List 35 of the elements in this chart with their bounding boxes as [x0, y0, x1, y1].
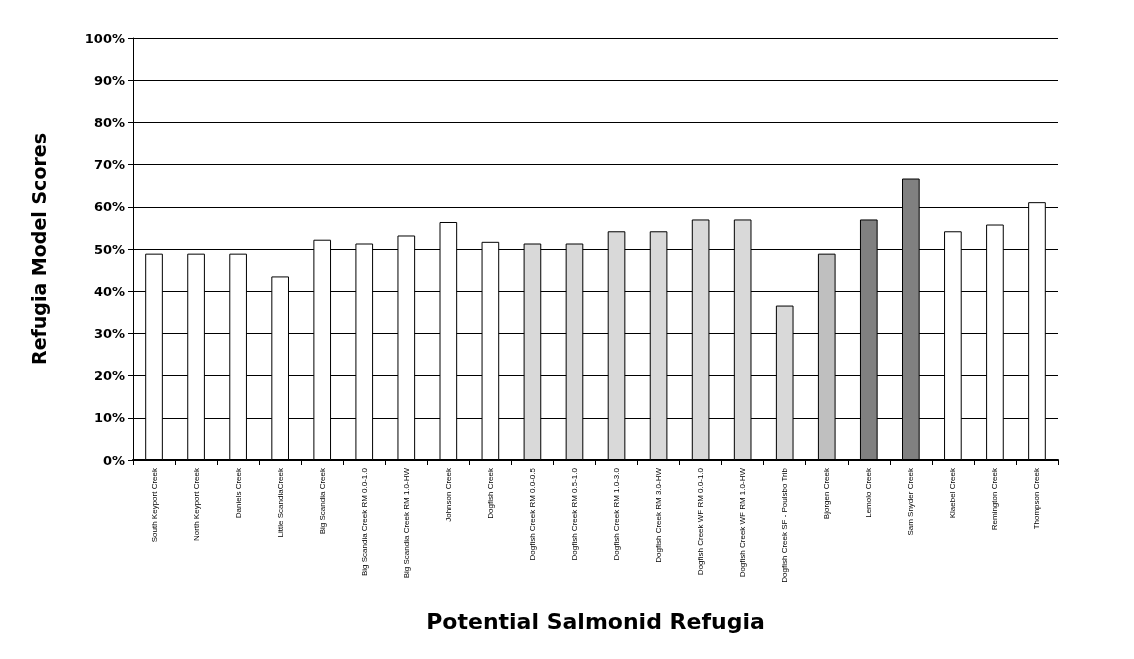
x-tick-label: Big Scandia Creek RM 1.0-HW	[401, 467, 411, 579]
x-tick-label: Big Scandia Creek RM 0.0-1.0	[359, 467, 369, 577]
x-tick-label: South Keyport Creek	[149, 467, 159, 543]
y-tick-label: 10%	[93, 410, 125, 426]
x-tick-label: Dogfish Creek WF RM 1.0-HW	[738, 467, 748, 578]
x-tick-label: Dogfish Creek WF RM 0.0-1.0	[696, 467, 706, 576]
y-tick-label: 60%	[93, 199, 125, 215]
x-tick-label: Lemolo Creek	[864, 467, 874, 518]
x-tick-label: Daniels Creek	[233, 467, 243, 519]
x-tick-label: Klaebel Creek	[948, 467, 958, 519]
y-tick-label: 40%	[93, 283, 125, 299]
x-tick-label: Bjorgen Creek	[822, 467, 832, 520]
x-tick-label: Sam Snyder Creek	[906, 467, 916, 536]
x-tick-label: Johnson Creek	[443, 467, 453, 522]
x-tick-label: North Keyport Creek	[191, 467, 201, 541]
y-tick-label: 20%	[93, 368, 125, 384]
y-tick-label: 80%	[93, 114, 125, 130]
y-axis-title: Refugia Model Scores	[27, 133, 50, 365]
x-tick-label: Little ScandiaCreek	[275, 467, 285, 538]
x-tick-label: Dogfish Creek	[485, 467, 495, 519]
y-tick-label: 100%	[84, 30, 125, 46]
x-tick-label: Dogfish Creek RM 1.0-3.0	[612, 467, 622, 561]
y-tick-label: 0%	[102, 452, 125, 468]
y-tick-label: 90%	[93, 72, 125, 88]
x-tick-label: Remington Creek	[990, 467, 1000, 531]
x-axis-title: Potential Salmonid Refugia	[426, 608, 765, 634]
y-tick-label: 30%	[93, 325, 125, 341]
x-tick-label: Dogfish Creek RM 0.0-0.5	[527, 467, 537, 561]
x-tick-label: Dogfish Creek RM 3.0-HW	[654, 467, 664, 563]
x-tick-label: Dogfish Creek RM 0.5-1.0	[569, 467, 579, 561]
y-tick-label: 70%	[93, 157, 125, 173]
x-tick-label: Thompson Creek	[1032, 467, 1042, 530]
y-tick-label: 50%	[93, 241, 125, 257]
x-tick-label: Dogfish Creek SF - Poulsbo Trib	[780, 467, 790, 583]
x-tick-label: Big Scandia Creek	[317, 467, 327, 535]
